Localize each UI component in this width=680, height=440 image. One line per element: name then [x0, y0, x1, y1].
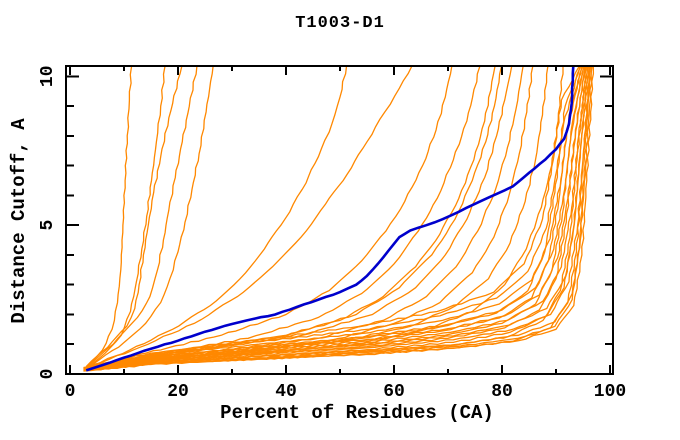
x-tick-label: 80 — [491, 382, 513, 402]
y-tick-label: 10 — [38, 65, 58, 87]
x-tick-label: 100 — [594, 382, 626, 402]
highlighted-model-curve — [85, 66, 575, 372]
model-curve — [86, 66, 564, 369]
model-curve — [86, 66, 503, 369]
model-curve — [86, 66, 496, 369]
x-axis-label: Percent of Residues (CA) — [220, 402, 494, 424]
model-curve — [86, 66, 481, 369]
x-tick-label: 0 — [65, 382, 76, 402]
model-curve — [86, 66, 453, 369]
model-curve — [85, 66, 214, 369]
axes-frame-group: 0 20 40 60 80 100 0 5 10 — [38, 65, 626, 402]
model-curve — [85, 66, 183, 368]
model-curve — [83, 66, 584, 369]
y-tick-label: 0 — [38, 369, 58, 380]
model-curve — [86, 66, 534, 369]
plot-frame — [65, 65, 614, 375]
model-curve — [83, 66, 589, 372]
model-curve — [83, 66, 588, 372]
model-curve — [85, 66, 198, 369]
y-axis-label: Distance Cutoff, A — [8, 118, 30, 324]
model-curve — [85, 66, 166, 369]
model-curve — [85, 66, 133, 369]
model-curve — [83, 66, 584, 371]
model-curve — [83, 66, 587, 370]
model-curve — [83, 66, 580, 369]
chart-title: T1003-D1 — [295, 14, 385, 33]
model-curve — [83, 66, 583, 371]
model-curve — [83, 66, 581, 370]
y-tick-label: 5 — [38, 220, 58, 231]
model-curves-group — [83, 66, 595, 372]
model-curve — [83, 66, 586, 372]
model-curve — [83, 66, 585, 370]
x-tick-label: 20 — [167, 382, 189, 402]
x-tick-label: 60 — [383, 382, 405, 402]
x-tick-label: 40 — [275, 382, 297, 402]
model-curve — [83, 66, 591, 372]
model-curve — [83, 66, 582, 369]
model-curve — [85, 66, 413, 369]
model-curve — [85, 66, 348, 369]
